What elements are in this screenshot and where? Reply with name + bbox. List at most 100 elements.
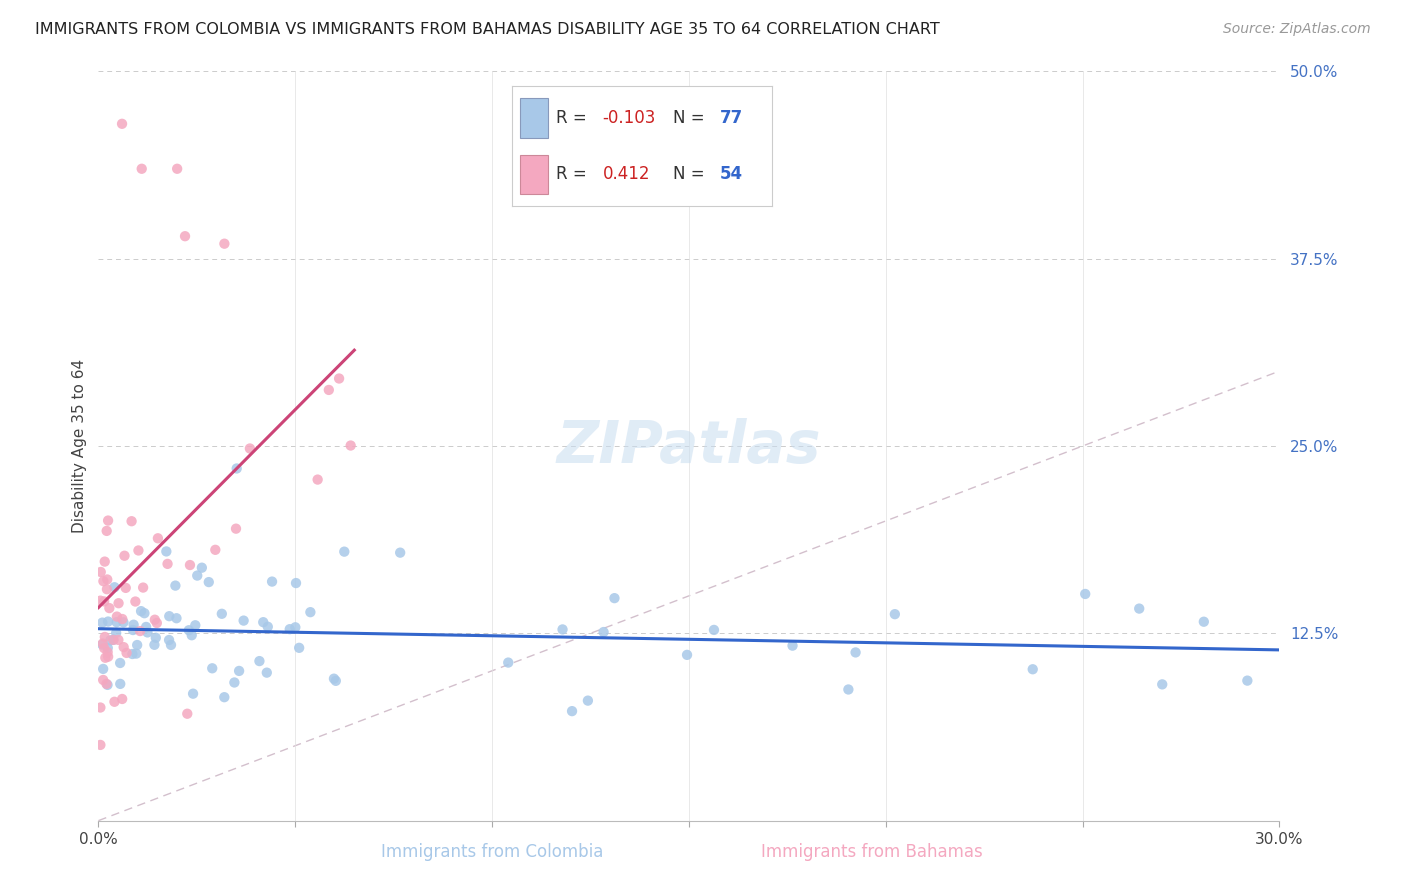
- Point: [155, 544, 177, 558]
- Point: [122, 623, 145, 637]
- Point: [285, 576, 308, 591]
- Point: [105, 609, 128, 624]
- Point: [211, 607, 233, 621]
- Point: [114, 581, 136, 595]
- Text: Immigrants from Colombia: Immigrants from Colombia: [381, 843, 603, 861]
- Point: [115, 646, 138, 660]
- Point: [91, 636, 114, 650]
- Point: [111, 612, 134, 626]
- Point: [333, 544, 356, 558]
- Point: [307, 473, 329, 487]
- Point: [107, 596, 129, 610]
- Point: [125, 647, 148, 661]
- Point: [96, 678, 118, 692]
- Point: [551, 623, 574, 637]
- Point: [157, 632, 180, 647]
- Point: [103, 632, 125, 647]
- Point: [98, 633, 121, 648]
- Point: [103, 695, 125, 709]
- Point: [176, 706, 198, 721]
- Point: [122, 617, 145, 632]
- Point: [256, 665, 278, 680]
- Text: ZIPatlas: ZIPatlas: [557, 417, 821, 475]
- Point: [96, 677, 118, 691]
- Point: [135, 620, 157, 634]
- Point: [93, 594, 115, 608]
- Point: [98, 601, 121, 615]
- Point: [91, 638, 114, 652]
- Point: [496, 656, 519, 670]
- Point: [1152, 677, 1174, 691]
- Point: [143, 613, 166, 627]
- Point: [132, 581, 155, 595]
- Point: [89, 738, 111, 752]
- Point: [197, 575, 219, 590]
- Point: [124, 594, 146, 608]
- Point: [157, 609, 180, 624]
- Point: [96, 524, 118, 538]
- Point: [603, 591, 626, 606]
- Point: [121, 514, 143, 528]
- Point: [143, 638, 166, 652]
- Point: [166, 611, 188, 625]
- Point: [160, 638, 183, 652]
- Point: [111, 117, 134, 131]
- Point: [186, 568, 208, 582]
- Point: [111, 692, 134, 706]
- Point: [184, 618, 207, 632]
- Point: [91, 615, 114, 630]
- Point: [179, 558, 201, 572]
- Point: [1236, 673, 1258, 688]
- Point: [93, 555, 115, 569]
- Point: [97, 649, 120, 664]
- Point: [112, 640, 135, 654]
- Point: [90, 565, 112, 579]
- Y-axis label: Disability Age 35 to 64: Disability Age 35 to 64: [72, 359, 87, 533]
- Point: [232, 614, 254, 628]
- Text: Source: ZipAtlas.com: Source: ZipAtlas.com: [1223, 22, 1371, 37]
- Point: [103, 580, 125, 594]
- Point: [782, 639, 804, 653]
- Point: [94, 630, 117, 644]
- Point: [93, 641, 115, 656]
- Point: [101, 632, 124, 647]
- Point: [389, 546, 412, 560]
- Point: [676, 648, 699, 662]
- Point: [174, 229, 197, 244]
- Point: [134, 606, 156, 620]
- Point: [97, 640, 120, 655]
- Point: [96, 573, 118, 587]
- Point: [228, 664, 250, 678]
- Point: [129, 604, 152, 618]
- Point: [225, 461, 247, 475]
- Point: [252, 615, 274, 630]
- Point: [181, 687, 204, 701]
- Point: [845, 645, 868, 659]
- Point: [131, 161, 153, 176]
- Point: [201, 661, 224, 675]
- Point: [288, 640, 311, 655]
- Point: [136, 625, 159, 640]
- Point: [105, 626, 128, 640]
- Point: [166, 161, 188, 176]
- Point: [91, 673, 114, 687]
- Point: [318, 383, 340, 397]
- Point: [561, 704, 583, 718]
- Point: [592, 625, 614, 640]
- Point: [239, 442, 262, 456]
- Point: [105, 615, 128, 630]
- Point: [323, 672, 346, 686]
- Point: [249, 654, 271, 668]
- Point: [165, 579, 187, 593]
- Point: [94, 650, 117, 665]
- Point: [1128, 601, 1150, 615]
- Point: [284, 620, 307, 634]
- Point: [107, 632, 129, 647]
- Point: [325, 673, 347, 688]
- Point: [214, 690, 236, 705]
- Point: [576, 693, 599, 707]
- Point: [89, 700, 111, 714]
- Point: [191, 560, 214, 574]
- Point: [146, 615, 169, 630]
- Point: [299, 605, 322, 619]
